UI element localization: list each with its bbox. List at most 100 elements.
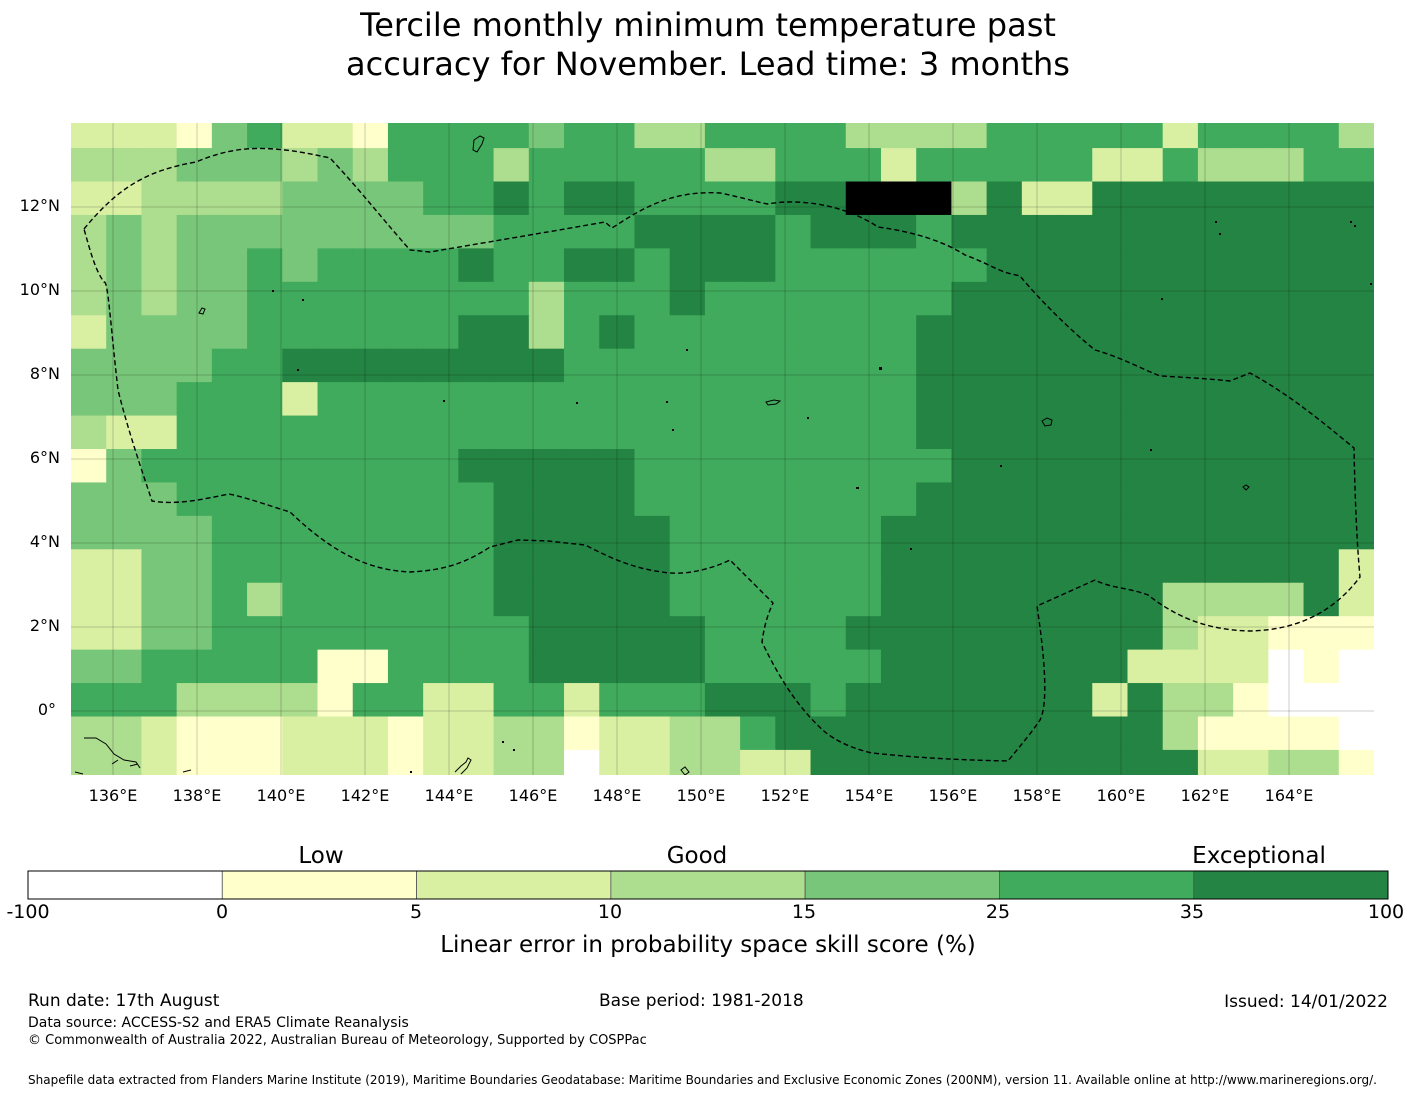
skill-cell (1233, 123, 1269, 149)
skill-cell (986, 449, 1023, 484)
skill-cell (951, 315, 988, 350)
skill-cell (810, 616, 847, 651)
skill-cell (458, 549, 495, 584)
islands (74, 135, 1250, 775)
skill-cell (1197, 582, 1234, 617)
skill-cell (951, 148, 988, 183)
run-date: Run date: 17th August (28, 991, 220, 1011)
skill-cell (740, 449, 776, 484)
skill-cell (387, 123, 424, 149)
skill-cell (1127, 449, 1164, 484)
skill-cell (845, 749, 882, 775)
islet (576, 402, 578, 404)
island-chuuk (765, 399, 782, 406)
skill-cell (317, 449, 354, 484)
skill-cell (880, 616, 917, 651)
skill-cell (1338, 281, 1374, 316)
skill-cell (247, 582, 283, 617)
skill-cell (986, 482, 1023, 517)
skill-cell (1303, 281, 1340, 316)
skill-cell (1127, 181, 1164, 216)
skill-cell (704, 449, 741, 484)
skill-cell (176, 616, 213, 651)
skill-cell (1162, 281, 1199, 316)
skill-cell (352, 281, 389, 316)
skill-cell (1057, 415, 1093, 450)
title-line-1: Tercile monthly minimum temperature past (360, 6, 1056, 44)
islet (513, 749, 515, 751)
skill-cell (916, 582, 953, 617)
skill-cell (599, 649, 636, 684)
skill-cell (1057, 181, 1093, 216)
lon-label: 150°E (676, 786, 726, 805)
skill-cell (317, 148, 354, 183)
skill-cell (528, 248, 565, 283)
skill-cell (599, 482, 636, 517)
skill-cell (71, 549, 107, 584)
skill-cell (1021, 315, 1058, 350)
skill-cell (775, 449, 812, 484)
skill-cell (1268, 716, 1305, 751)
skill-cell (423, 148, 459, 183)
skill-cell (493, 123, 530, 149)
skill-cell (880, 348, 917, 383)
skill-cell (704, 549, 741, 584)
skill-cell (282, 248, 319, 283)
skill-cell (1303, 181, 1340, 216)
skill-cell (493, 549, 530, 584)
skill-cell (1127, 616, 1164, 651)
skill-cell (775, 549, 812, 584)
category-exceptional: Exceptional (1192, 843, 1326, 869)
skill-cell (634, 515, 671, 550)
skill-cell (1127, 315, 1164, 350)
skill-cell (528, 716, 565, 751)
skill-cell (176, 281, 213, 316)
skill-cell (1021, 582, 1058, 617)
skill-cell (1057, 214, 1093, 249)
skill-cell (317, 181, 354, 216)
islet (410, 771, 412, 773)
skill-cell (845, 348, 882, 383)
skill-cell (951, 683, 988, 718)
skill-cell (458, 382, 495, 417)
skill-cell (1233, 482, 1269, 517)
skill-cell (669, 716, 706, 751)
skill-cell (176, 649, 213, 684)
skill-cell (916, 415, 953, 450)
skill-cell (880, 123, 917, 149)
skill-cell (599, 616, 636, 651)
colorbar-frame (27, 870, 1389, 900)
skill-cell (71, 616, 107, 651)
skill-cell (352, 248, 389, 283)
skill-cell (951, 549, 988, 584)
lat-label: 0° (37, 700, 56, 719)
skill-cell (1162, 482, 1199, 517)
skill-cell (669, 315, 706, 350)
skill-cell (1197, 382, 1234, 417)
skill-cell (1303, 582, 1340, 617)
skill-cell (493, 148, 530, 183)
skill-cell (1303, 148, 1340, 183)
skill-cell (1162, 749, 1199, 775)
skill-cell (1197, 214, 1234, 249)
skill-cell (352, 616, 389, 651)
issued-date: Issued: 14/01/2022 (1224, 992, 1388, 1012)
skill-cell (352, 582, 389, 617)
skill-cell (282, 449, 319, 484)
skill-cell (704, 214, 741, 249)
skill-cell (247, 148, 283, 183)
skill-cell (1092, 382, 1129, 417)
skill-cell (106, 415, 143, 450)
skill-cell (1127, 123, 1164, 149)
skill-cell (845, 148, 882, 183)
skill-cell (282, 315, 319, 350)
skill-cell (1303, 649, 1340, 684)
skill-cell (1197, 649, 1234, 684)
lon-label: 164°E (1264, 786, 1314, 805)
skill-cell (1338, 649, 1374, 684)
skill-cell (1197, 181, 1234, 216)
skill-cell (951, 181, 988, 216)
skill-cell (282, 181, 319, 216)
skill-cell (211, 281, 248, 316)
skill-cell (528, 148, 565, 183)
